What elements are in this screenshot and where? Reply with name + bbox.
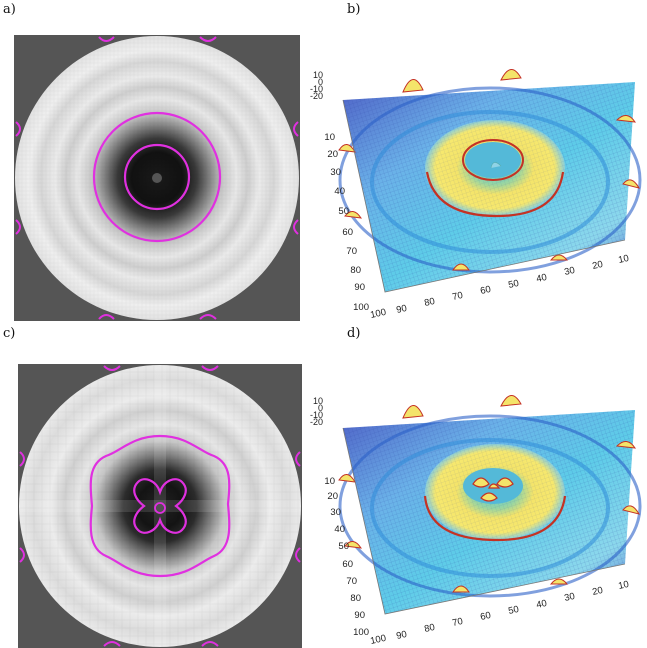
intensity-image-a	[14, 35, 300, 321]
y-tick: 70	[346, 576, 357, 587]
x-tick: 90	[395, 629, 408, 642]
x-tick: 10	[617, 253, 630, 266]
z-tick: -10	[310, 84, 323, 94]
x-tick: 70	[451, 616, 464, 629]
x-tick: 90	[395, 303, 408, 316]
x-tick: 60	[479, 610, 492, 623]
panel-label-d: d)	[347, 326, 361, 341]
x-tick: 70	[451, 290, 464, 303]
x-tick: 20	[591, 259, 604, 272]
x-tick: 40	[535, 272, 548, 285]
y-tick: 20	[327, 149, 338, 160]
inner-contour	[123, 143, 191, 211]
y-tick: 60	[342, 559, 353, 570]
x-tick: 60	[479, 284, 492, 297]
edge-peaks	[338, 69, 641, 271]
y-tick: 90	[354, 282, 365, 293]
inner-dark-core	[152, 173, 162, 183]
y-tick: 90	[354, 610, 365, 621]
y-tick: 70	[346, 246, 357, 257]
x-axis-ticks: 100 90 80 70 60 50 40 30 20 10	[369, 253, 630, 321]
x-tick: 10	[617, 579, 630, 592]
z-axis-ticks: 10 0 -10 -20	[310, 396, 323, 427]
surface-plot-d: 10 0 -10 -20 10 20 30 40 50 60 70 80 90 …	[310, 395, 642, 647]
y-tick: 40	[334, 186, 345, 197]
ridge-contour-outer	[423, 495, 567, 542]
center-contour	[154, 502, 166, 514]
surface-plot-b: 10 0 -10 -20 10 20 30 40 50 60 70 80 90 …	[310, 69, 642, 321]
panel-label-b: b)	[347, 2, 361, 17]
y-tick: 30	[330, 507, 341, 518]
y-tick: 40	[334, 524, 345, 535]
torus-hole	[465, 142, 521, 178]
outer-contour	[89, 434, 231, 578]
z-tick: 0	[318, 77, 323, 87]
x-tick: 30	[563, 591, 576, 604]
outer-contour	[92, 111, 222, 243]
x-tick: 30	[563, 265, 576, 278]
inner-clover-contour	[133, 478, 187, 534]
y-tick: 30	[330, 167, 341, 178]
panel-label-c: c)	[3, 326, 16, 341]
y-axis-ticks: 10 20 30 40 50 60 70 80 90 100	[324, 476, 369, 638]
ridge-contour-inner	[462, 139, 524, 181]
x-axis-ticks: 100 90 80 70 60 50 40 30 20 10	[369, 579, 630, 647]
x-tick: 100	[369, 307, 387, 321]
y-tick: 10	[324, 132, 335, 143]
y-tick: 100	[353, 627, 369, 638]
x-tick: 50	[507, 278, 520, 291]
y-tick: 80	[350, 593, 361, 604]
z-tick: -20	[310, 91, 323, 101]
x-tick: 80	[423, 296, 436, 309]
edge-peaks	[338, 395, 641, 593]
y-tick: 100	[353, 302, 369, 313]
y-tick: 50	[338, 541, 349, 552]
y-tick: 10	[324, 476, 335, 487]
x-tick: 20	[591, 585, 604, 598]
x-tick: 50	[507, 604, 520, 617]
x-tick: 100	[369, 633, 387, 647]
panel-label-a: a)	[3, 2, 16, 17]
y-tick: 50	[338, 206, 349, 217]
y-tick: 80	[350, 265, 361, 276]
z-tick: -20	[310, 417, 323, 427]
z-tick: 10	[313, 396, 323, 406]
edge-contours	[19, 365, 301, 647]
z-tick: 10	[313, 70, 323, 80]
y-tick: 60	[342, 227, 353, 238]
z-axis-ticks: 10 0 -10 -20	[310, 70, 323, 101]
z-tick: -10	[310, 410, 323, 420]
edge-contours	[15, 36, 299, 320]
z-tick: 0	[318, 403, 323, 413]
ridge-contour-outer	[425, 171, 565, 218]
y-tick: 20	[327, 491, 338, 502]
x-tick: 80	[423, 622, 436, 635]
intensity-image-c	[18, 364, 302, 648]
center-peaks	[472, 477, 514, 502]
y-axis-ticks: 10 20 30 40 50 60 70 80 90 100	[324, 132, 369, 313]
x-tick: 40	[535, 598, 548, 611]
